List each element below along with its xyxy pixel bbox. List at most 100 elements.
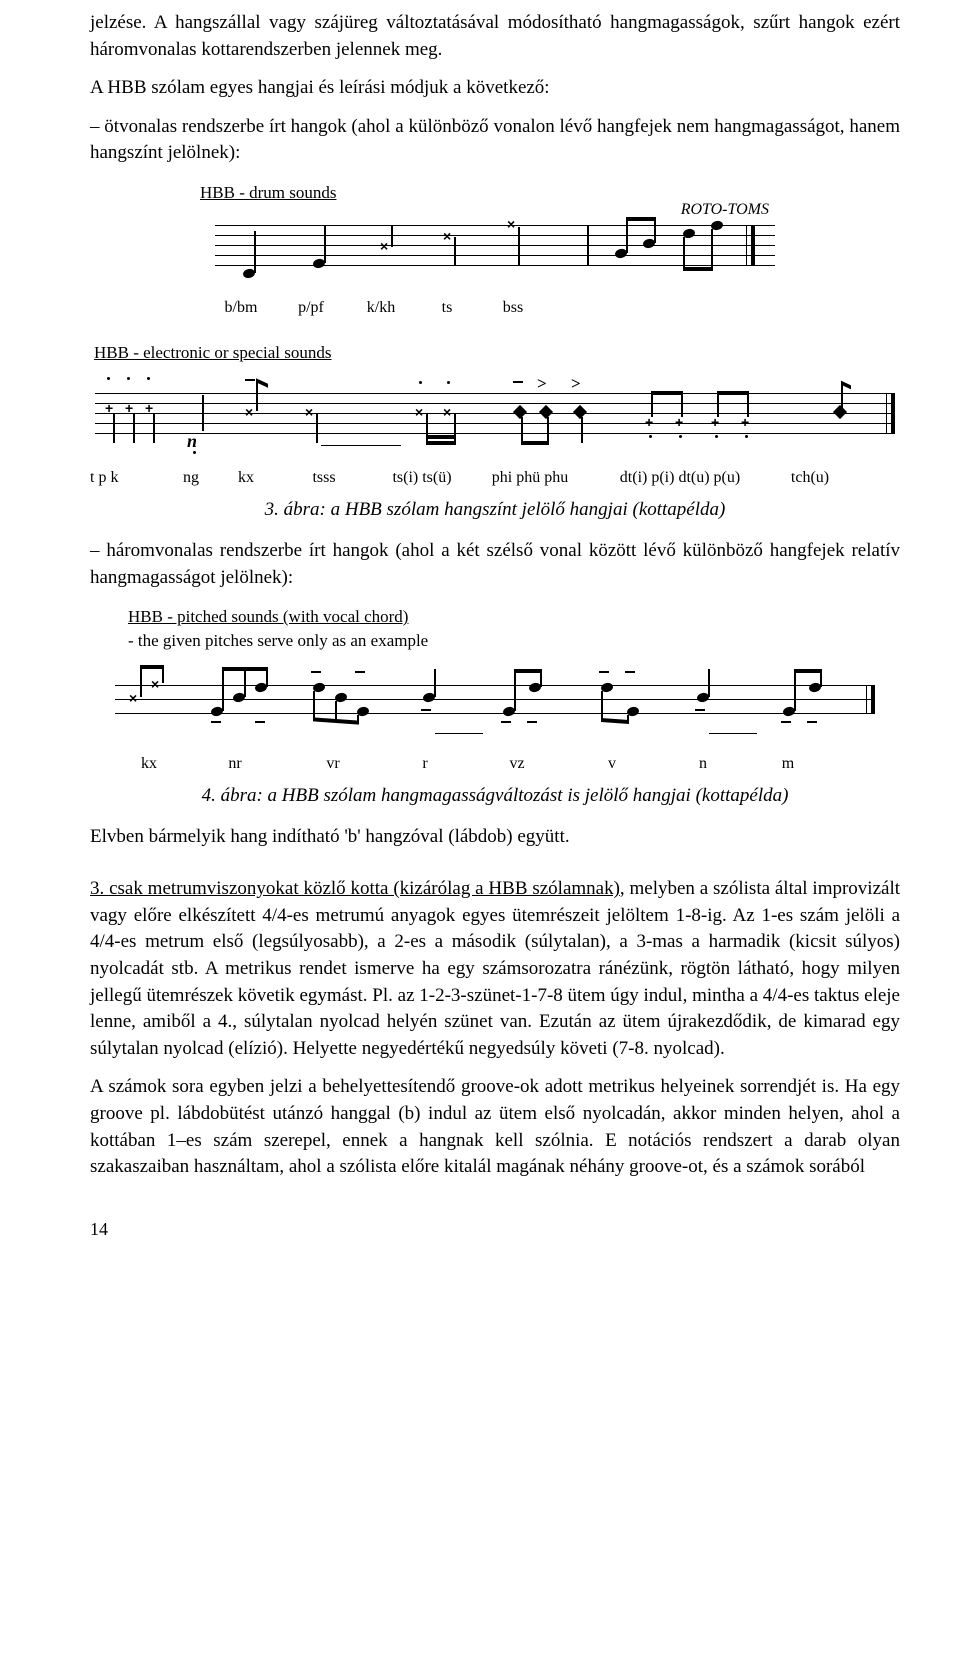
staccato-dot: [745, 435, 748, 438]
stem: [434, 669, 436, 697]
x-notehead: ×: [151, 677, 159, 691]
tenuto: [527, 721, 537, 723]
plus-notehead: +: [675, 415, 683, 429]
staccato-dot: [419, 381, 422, 384]
accent: >: [571, 375, 581, 392]
tenuto: [245, 379, 255, 381]
fig3-caption: 3. ábra: a HBB szólam hangszínt jelölő h…: [90, 497, 900, 524]
tenuto: [311, 671, 321, 673]
fig4-label: vz: [468, 753, 566, 775]
tenuto: [625, 671, 635, 673]
fig3a-label: k/kh: [346, 297, 416, 319]
stem: [313, 691, 315, 721]
stem: [324, 225, 326, 263]
x-notehead: ×: [380, 239, 388, 253]
stem: [683, 237, 685, 269]
diamond-notehead: [833, 405, 847, 419]
plus-notehead: +: [125, 401, 133, 415]
fig3a-label: ts: [416, 297, 478, 319]
fig3b-label: tsss: [274, 467, 374, 489]
x-notehead: ×: [129, 691, 137, 705]
final-barline: [871, 685, 875, 713]
stem: [521, 417, 523, 443]
stem: [717, 393, 719, 417]
final-barline: [751, 225, 755, 265]
figure-4: HBB - pitched sounds (with vocal chord) …: [90, 605, 900, 775]
lead-para: A HBB szólam egyes hangjai és leírási mó…: [90, 75, 900, 102]
tenuto: [513, 381, 523, 383]
stem: [601, 691, 603, 721]
stem: [254, 231, 256, 273]
stem: [518, 227, 520, 265]
flag: [841, 381, 851, 390]
beam: [313, 717, 359, 724]
beam: [717, 391, 749, 395]
beam: [140, 665, 164, 669]
stem: [133, 413, 135, 443]
stem: [547, 417, 549, 443]
beam: [651, 391, 683, 395]
x-notehead: ×: [245, 405, 253, 419]
fig3b-label: phi phü phu: [470, 467, 590, 489]
tenuto: [421, 709, 431, 711]
final-barline: [891, 393, 895, 433]
extender: [435, 733, 483, 734]
stem: [841, 383, 843, 411]
stem: [514, 671, 516, 711]
fig3a-label: p/pf: [276, 297, 346, 319]
beam: [426, 441, 456, 445]
fig3b-label: dt(i) p(i) dt(u) p(u): [590, 467, 770, 489]
last-para: A számok sora egyben jelzi a behelyettes…: [90, 1074, 900, 1180]
fig3a-title: HBB - drum sounds: [200, 183, 336, 202]
stem: [335, 701, 337, 721]
fig4-label: v: [566, 753, 658, 775]
barline: [886, 393, 888, 433]
tenuto: [807, 721, 817, 723]
staccato-dot: [127, 377, 130, 380]
stem: [113, 413, 115, 443]
stem: [794, 671, 796, 711]
tenuto: [781, 721, 791, 723]
fig3b-label: ts(i) ts(ü): [374, 467, 470, 489]
fig4-label: kx: [112, 753, 186, 775]
section-3-para: 3. csak metrumviszonyokat közlő kotta (k…: [90, 876, 900, 1062]
stem: [681, 393, 683, 417]
dash-para-2: – háromvonalas rendszerbe írt hangok (ah…: [90, 538, 900, 591]
plus-notehead: +: [145, 401, 153, 415]
stem: [162, 667, 164, 683]
roto-toms-label: ROTO-TOMS: [681, 199, 769, 221]
beam: [521, 441, 549, 445]
n-notehead: n: [187, 429, 197, 454]
x-notehead: ×: [443, 229, 451, 243]
stem: [316, 413, 318, 443]
fig3b-label: tch(u): [770, 467, 850, 489]
stem: [256, 381, 258, 411]
stem: [747, 393, 749, 417]
stem: [651, 393, 653, 417]
tenuto: [695, 709, 705, 711]
stem: [626, 219, 628, 253]
stem: [711, 229, 713, 269]
beam: [794, 669, 822, 673]
stem: [153, 413, 155, 443]
barline: [587, 225, 589, 265]
tenuto: [255, 721, 265, 723]
staccato-dot: [715, 435, 718, 438]
plus-notehead: +: [105, 401, 113, 415]
beam: [626, 217, 656, 221]
beam: [222, 667, 268, 671]
extender: [321, 445, 401, 446]
flag: [256, 378, 268, 388]
dash-para-1: – ötvonalas rendszerbe írt hangok (ahol …: [90, 114, 900, 167]
page-number: 14: [90, 1217, 900, 1242]
diamond-notehead: [513, 405, 527, 419]
figure-3b: HBB - electronic or special sounds + + +…: [90, 341, 900, 489]
stem: [454, 237, 456, 265]
staccato-dot: [107, 377, 110, 380]
plus-notehead: +: [711, 415, 719, 429]
staccato-dot: [147, 377, 150, 380]
stem: [222, 669, 224, 711]
diamond-notehead: [539, 405, 553, 419]
x-notehead: ×: [305, 405, 313, 419]
stem: [202, 395, 204, 431]
